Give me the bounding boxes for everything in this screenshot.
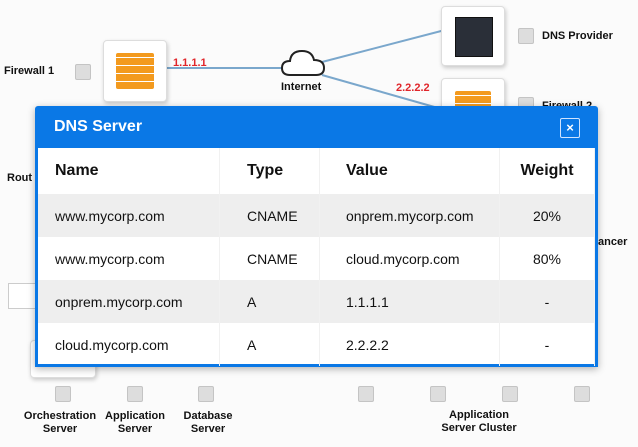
- dialog-title: DNS Server: [54, 118, 143, 135]
- server-icon: [455, 17, 493, 57]
- cell-type: A: [219, 280, 320, 323]
- load-balancer-label: ancer: [598, 236, 628, 248]
- dns-provider-label: DNS Provider: [542, 30, 613, 42]
- cell-value: onprem.mycorp.com: [319, 194, 500, 237]
- table-row: www.mycorp.com CNAME cloud.mycorp.com 80…: [38, 237, 595, 280]
- firewall-icon: [116, 53, 154, 89]
- close-icon[interactable]: ×: [560, 118, 580, 138]
- orchestration-server-label: Orchestration Server: [23, 410, 97, 435]
- cell-name: onprem.mycorp.com: [38, 280, 220, 323]
- cell-value: 2.2.2.2: [319, 323, 500, 366]
- database-server-label: Database Server: [183, 410, 233, 435]
- cell-weight: -: [499, 280, 595, 323]
- table-row: onprem.mycorp.com A 1.1.1.1 -: [38, 280, 595, 323]
- cell-type: CNAME: [219, 237, 320, 280]
- table-header-row: Name Type Value Weight: [38, 148, 595, 194]
- firewall-1-ip: 1.1.1.1: [173, 57, 207, 69]
- application-server-checkbox[interactable]: [127, 386, 143, 402]
- internet-label: Internet: [281, 81, 322, 93]
- column-header-value: Value: [319, 148, 500, 194]
- cell-value: cloud.mycorp.com: [319, 237, 500, 280]
- column-header-weight: Weight: [499, 148, 595, 194]
- cloud-icon: [280, 49, 326, 76]
- application-server-cluster-label: Application Server Cluster: [441, 409, 517, 434]
- dns-records-table: Name Type Value Weight www.mycorp.com CN…: [38, 148, 595, 366]
- table-row: www.mycorp.com CNAME onprem.mycorp.com 2…: [38, 194, 595, 237]
- checkbox[interactable]: [358, 386, 374, 402]
- dns-server-dialog: DNS Server × Name Type Value Weight www.…: [35, 106, 598, 367]
- checkbox[interactable]: [574, 386, 590, 402]
- cell-value: 1.1.1.1: [319, 280, 500, 323]
- firewall-1-node[interactable]: [103, 40, 167, 102]
- column-header-name: Name: [38, 148, 220, 194]
- router-node[interactable]: [8, 283, 40, 309]
- dns-provider-checkbox[interactable]: [518, 28, 534, 44]
- firewall-1-checkbox[interactable]: [75, 64, 91, 80]
- cell-name: www.mycorp.com: [38, 237, 220, 280]
- firewall-1-label: Firewall 1: [4, 65, 55, 77]
- column-header-type: Type: [219, 148, 320, 194]
- table-row: cloud.mycorp.com A 2.2.2.2 -: [38, 323, 595, 366]
- orchestration-checkbox[interactable]: [55, 386, 71, 402]
- cell-weight: 20%: [499, 194, 595, 237]
- database-server-checkbox[interactable]: [198, 386, 214, 402]
- cell-name: cloud.mycorp.com: [38, 323, 220, 366]
- firewall-2-ip: 2.2.2.2: [396, 82, 430, 94]
- cell-name: www.mycorp.com: [38, 194, 220, 237]
- cell-type: A: [219, 323, 320, 366]
- application-server-cluster-checkbox[interactable]: [502, 386, 518, 402]
- cell-type: CNAME: [219, 194, 320, 237]
- router-label: Rout: [7, 172, 33, 184]
- cell-weight: -: [499, 323, 595, 366]
- cell-weight: 80%: [499, 237, 595, 280]
- dns-provider-node[interactable]: [441, 6, 505, 66]
- checkbox[interactable]: [430, 386, 446, 402]
- application-server-label: Application Server: [105, 410, 165, 435]
